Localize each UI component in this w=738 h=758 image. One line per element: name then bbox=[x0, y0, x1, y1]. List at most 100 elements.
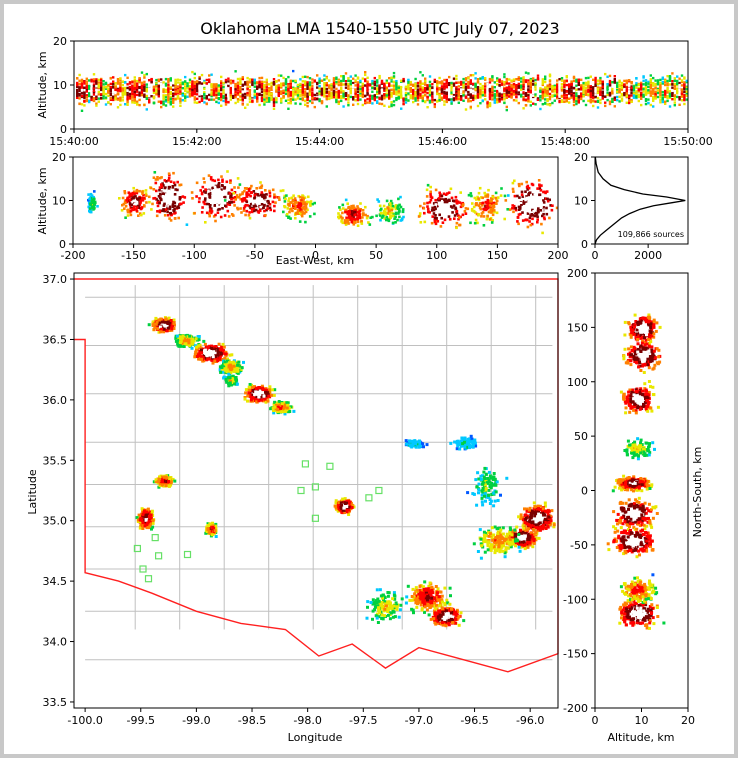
ew-source-5-112 bbox=[305, 202, 308, 206]
time-series-source-646-5 bbox=[649, 83, 652, 87]
time-series-source-74-10 bbox=[78, 102, 81, 106]
ew-source-7-67 bbox=[378, 213, 382, 216]
time-series-source-677-13 bbox=[680, 88, 684, 91]
time-series-source-677-8 bbox=[680, 79, 684, 82]
time-series-source-118-9 bbox=[121, 96, 124, 99]
time-series-source-355-1 bbox=[359, 80, 362, 84]
time-series-source-650-8 bbox=[654, 86, 657, 89]
time-series-source-607-8 bbox=[611, 87, 614, 91]
time-series-source-353-10 bbox=[356, 98, 360, 102]
ew-source-1-30 bbox=[134, 208, 138, 211]
time-series-source-295-9 bbox=[299, 94, 302, 97]
time-series-source-619-17 bbox=[623, 93, 626, 97]
time-series-source-96-10 bbox=[100, 86, 103, 90]
time-series-source-682-9 bbox=[685, 87, 688, 91]
ew-source-4-159 bbox=[260, 194, 264, 198]
time-series-source-420-6 bbox=[424, 88, 427, 91]
time-series-source-602-9 bbox=[606, 86, 609, 89]
ew-source-4-84 bbox=[250, 210, 254, 214]
time-series-source-523-7 bbox=[527, 72, 530, 75]
time-series-source-655-13 bbox=[659, 101, 662, 104]
time-series-source-218-7 bbox=[222, 81, 225, 85]
ew-source-4-8 bbox=[260, 186, 263, 189]
time-series-source-506-13 bbox=[510, 84, 513, 87]
time-series-source-377-2 bbox=[380, 79, 384, 83]
time-series-source-74-15 bbox=[78, 86, 81, 89]
time-series-source-259-9 bbox=[263, 86, 266, 89]
time-series-source-646-2 bbox=[649, 94, 652, 97]
time-series-source-605-15 bbox=[608, 86, 612, 89]
time-series-source-247-8 bbox=[251, 89, 254, 92]
time-series-source-629-9 bbox=[632, 96, 636, 99]
ew-source-5-100 bbox=[293, 203, 296, 206]
time-series-source-643-9 bbox=[647, 85, 650, 88]
ew-source-6-63 bbox=[345, 216, 348, 220]
time-series-source-641-0 bbox=[644, 81, 648, 85]
time-series-source-389-13 bbox=[392, 103, 396, 107]
time-series-source-190-11 bbox=[193, 84, 196, 88]
time-series-source-374-13 bbox=[378, 76, 381, 80]
time-series-source-122-14 bbox=[126, 88, 129, 91]
time-series-source-336-5 bbox=[340, 84, 343, 87]
ew-source-4-35 bbox=[249, 206, 252, 210]
time-series-source-154-15 bbox=[157, 92, 160, 96]
time-series-source-175-14 bbox=[179, 104, 182, 107]
time-series-source-492-11 bbox=[496, 101, 499, 104]
time-series-source-641-7 bbox=[644, 92, 648, 96]
time-series-source-614-7 bbox=[618, 95, 621, 98]
time-series-source-106-1 bbox=[109, 103, 112, 106]
time-series-source-384-16 bbox=[388, 89, 391, 92]
time-series-source-276-8 bbox=[280, 100, 283, 103]
time-series-source-194-17 bbox=[198, 94, 201, 98]
time-series-source-487-8 bbox=[491, 76, 494, 79]
time-series-source-566-16 bbox=[570, 85, 573, 89]
time-series-source-130-8 bbox=[133, 90, 136, 94]
time-series-source-674-12 bbox=[678, 88, 681, 92]
time-series-source-415-6 bbox=[419, 83, 422, 86]
time-series-source-341-7 bbox=[344, 98, 348, 101]
time-series-source-458-8 bbox=[462, 92, 465, 95]
time-series-source-571-11 bbox=[575, 100, 578, 103]
time-series-source-238-15 bbox=[241, 88, 244, 91]
time-series-source-557-10 bbox=[560, 94, 564, 98]
time-series-source-408-2 bbox=[412, 100, 415, 104]
time-series-source-468-16 bbox=[472, 74, 475, 77]
time-series-source-569-11 bbox=[572, 89, 576, 93]
time-series-source-79-18 bbox=[83, 80, 86, 83]
ew-source-3-136 bbox=[216, 192, 220, 195]
time-series-source-581-8 bbox=[584, 82, 588, 85]
time-series-source-82-10 bbox=[85, 80, 88, 83]
ew-source-4-166 bbox=[244, 213, 247, 217]
time-series-source-180-8 bbox=[184, 95, 187, 98]
time-series-source-410-8 bbox=[414, 87, 417, 90]
time-series-source-192-16 bbox=[196, 101, 199, 104]
time-series-source-394-10 bbox=[397, 86, 400, 89]
time-series-source-662-8 bbox=[666, 96, 669, 100]
time-series-source-146-18 bbox=[150, 90, 153, 93]
time-series-source-350-7 bbox=[354, 80, 357, 84]
ew-source-5-95 bbox=[287, 202, 290, 206]
ew-source-5-63 bbox=[294, 204, 297, 208]
ew-source-4-74 bbox=[252, 207, 256, 211]
time-series-source-406-4 bbox=[409, 90, 412, 93]
time-series-source-372-8 bbox=[376, 100, 379, 103]
ew-source-1-43 bbox=[140, 213, 143, 217]
time-series-source-389-10 bbox=[392, 80, 396, 84]
time-series-source-470-6 bbox=[474, 85, 477, 89]
time-series-source-180-7 bbox=[184, 93, 187, 97]
time-series-source-545-14 bbox=[548, 85, 552, 88]
time-series-source-538-7 bbox=[541, 83, 544, 87]
ew-source-1-28 bbox=[143, 205, 146, 208]
time-series-source-338-5 bbox=[342, 96, 345, 99]
time-series-source-276-0 bbox=[280, 90, 283, 93]
time-series-source-583-5 bbox=[587, 82, 590, 85]
time-series-source-223-10 bbox=[227, 100, 230, 104]
ew-source-4-125 bbox=[258, 199, 262, 202]
ew-source-5-47 bbox=[285, 194, 288, 197]
time-series-source-96-13 bbox=[100, 84, 103, 87]
time-series-source-326-9 bbox=[330, 91, 333, 95]
time-series-source-598-9 bbox=[601, 95, 604, 99]
time-series-source-355-9 bbox=[359, 87, 362, 91]
time-series-source-84-1 bbox=[88, 94, 91, 98]
time-series-source-149-12 bbox=[152, 89, 156, 92]
